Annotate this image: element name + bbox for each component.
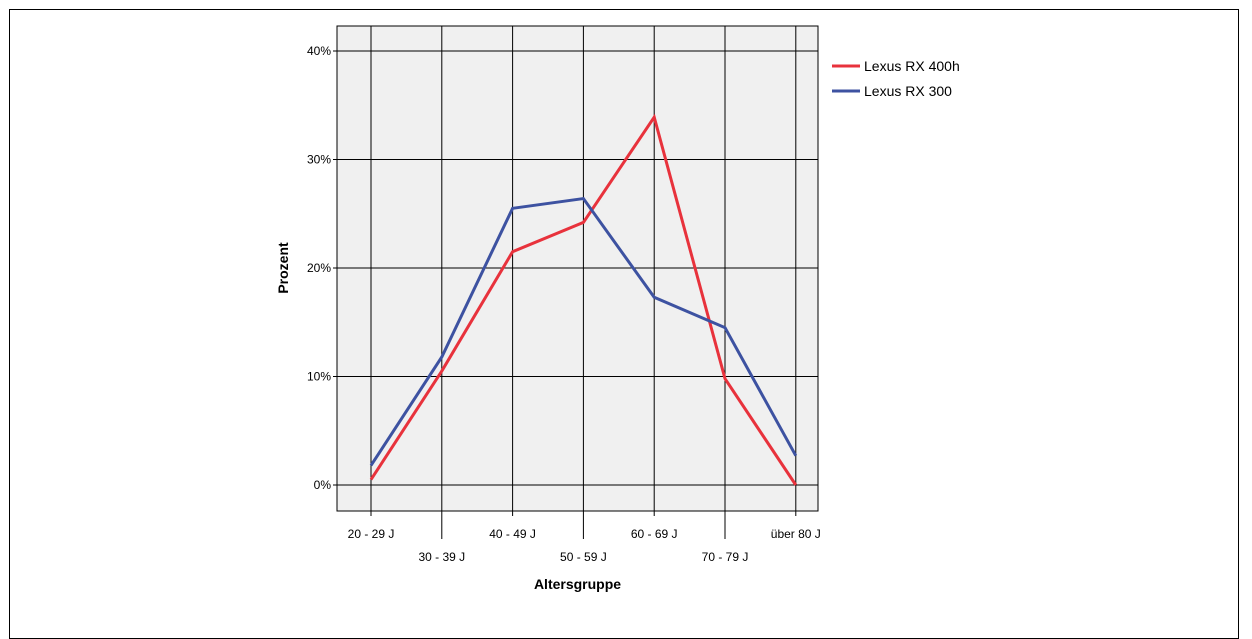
x-axis: 20 - 29 J 30 - 39 J 40 - 49 J 50 - 59 J 60 -… <box>348 511 821 564</box>
x-tick-label: 60 - 69 J <box>631 527 678 541</box>
y-tick-label: 30% <box>307 153 331 167</box>
x-axis-title: Altersgruppe <box>534 576 621 592</box>
legend-label-1: Lexus RX 400h <box>864 58 960 74</box>
grid-lines <box>337 26 818 511</box>
y-tick-label: 40% <box>307 44 331 58</box>
series-lines <box>369 113 798 486</box>
series-line-1 <box>369 113 798 486</box>
x-tick-label: 30 - 39 J <box>418 550 465 564</box>
y-tick-label: 0% <box>314 478 332 492</box>
x-tick-label: 40 - 49 J <box>489 527 536 541</box>
x-tick-label: 20 - 29 J <box>348 527 395 541</box>
y-tick-label: 10% <box>307 370 331 384</box>
y-tick-label: 20% <box>307 261 331 275</box>
x-tick-label: über 80 J <box>771 527 821 541</box>
y-axis: 0% 10% 20% 30% 40% <box>307 44 337 492</box>
series-line-2 <box>369 196 798 467</box>
x-tick-label: 70 - 79 J <box>702 550 749 564</box>
x-tick-label: 50 - 59 J <box>560 550 607 564</box>
line-chart: 0% 10% 20% 30% 40% 20 - 29 J 30 - 39 J 40 - 49… <box>275 25 960 592</box>
legend-label-2: Lexus RX 300 <box>864 83 952 99</box>
legend: Lexus RX 400h Lexus RX 300 <box>832 58 960 99</box>
y-axis-title: Prozent <box>275 242 291 294</box>
